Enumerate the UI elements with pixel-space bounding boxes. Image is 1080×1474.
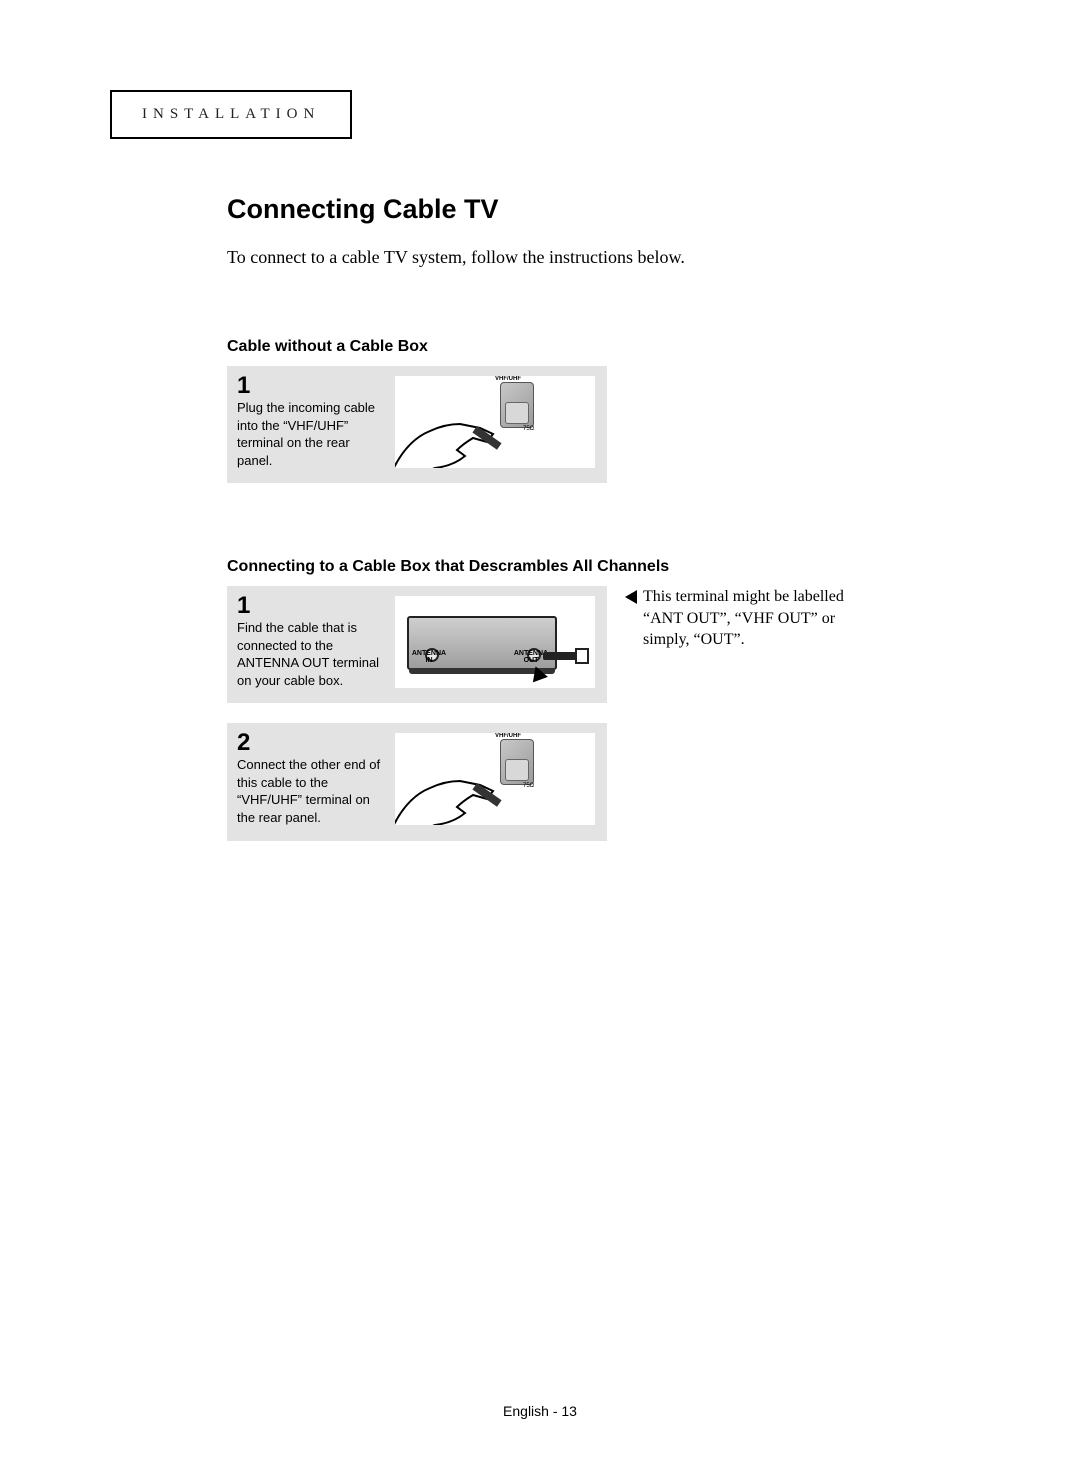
illustration-cable-box: ANTENNA IN ANTENNA OUT [395, 596, 595, 688]
step-text: Find the cable that is connected to the … [237, 619, 387, 689]
side-note-text: This terminal might be labelled “ANT OUT… [643, 586, 865, 651]
side-note: This terminal might be labelled “ANT OUT… [625, 586, 865, 651]
page-title: Connecting Cable TV [227, 194, 980, 225]
section2-step1: 1 Find the cable that is connected to th… [227, 586, 607, 703]
section2-step2-row: 2 Connect the other end of this cable to… [227, 723, 980, 840]
antenna-in-label: ANTENNA IN [409, 650, 449, 664]
step-text: Connect the other end of this cable to t… [237, 756, 387, 826]
hand-icon [395, 743, 535, 825]
section-header-box: Installation [110, 90, 352, 139]
illustration-hand-plug-2: VHF/UHF 75Ω [395, 733, 595, 825]
section2-heading: Connecting to a Cable Box that Descrambl… [227, 558, 980, 576]
section1-step1-row: 1 Plug the incoming cable into the “VHF/… [227, 366, 980, 483]
step-number: 1 [237, 374, 387, 398]
section2-step1-row: 1 Find the cable that is connected to th… [227, 586, 980, 703]
cable-plug-icon [575, 648, 589, 664]
section2-step2: 2 Connect the other end of this cable to… [227, 723, 607, 840]
section1-heading: Cable without a Cable Box [227, 338, 980, 356]
step-number: 1 [237, 594, 387, 618]
triangle-left-icon [625, 590, 637, 604]
section1-step1: 1 Plug the incoming cable into the “VHF/… [227, 366, 607, 483]
section-header: Installation [142, 106, 320, 123]
hand-icon [395, 386, 535, 468]
intro-text: To connect to a cable TV system, follow … [227, 247, 980, 268]
step-number: 2 [237, 731, 387, 755]
page-footer: English - 13 [0, 1403, 1080, 1419]
jack-label-vhfuhf: VHF/UHF [495, 376, 521, 382]
illustration-hand-plug-1: VHF/UHF 75Ω [395, 376, 595, 468]
step-text: Plug the incoming cable into the “VHF/UH… [237, 399, 387, 469]
